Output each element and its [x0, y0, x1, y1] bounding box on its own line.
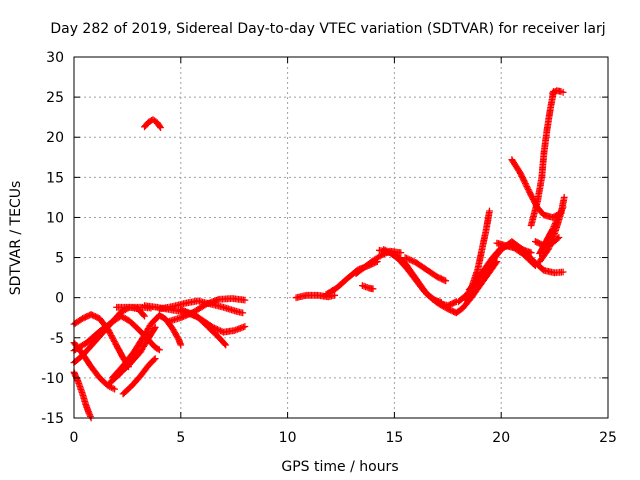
- y-tick-label: 20: [46, 130, 64, 146]
- y-tick-label: -15: [41, 411, 64, 427]
- y-axis-label: SDTVAR / TECUs: [8, 181, 24, 296]
- x-tick-label: 15: [385, 430, 403, 446]
- data-trace: [401, 254, 450, 285]
- y-tick-label: 30: [46, 50, 64, 66]
- x-tick-label: 20: [492, 430, 510, 446]
- data-trace: [527, 88, 557, 229]
- y-tick-label: 25: [46, 90, 64, 106]
- y-tick-label: -10: [41, 371, 64, 387]
- grid-lines: [74, 57, 608, 418]
- x-tick-label: 25: [599, 430, 617, 446]
- y-tick-labels: -15 -10 -5 0 5 10 15 20 25 30: [41, 50, 64, 427]
- data-trace: [427, 258, 501, 317]
- x-tick-labels: 0 5 10 15 20 25: [70, 430, 617, 446]
- data-trace: [141, 116, 164, 131]
- data-trace: [119, 355, 159, 398]
- x-axis-label: GPS time / hours: [281, 459, 398, 475]
- axis-ticks: [73, 56, 609, 419]
- y-tick-label: 10: [46, 210, 64, 226]
- x-tick-label: 5: [176, 430, 185, 446]
- x-tick-label: 0: [70, 430, 79, 446]
- data-trace: [549, 87, 567, 97]
- y-tick-label: 5: [55, 251, 64, 267]
- data-trace: [493, 239, 539, 269]
- chart-title: Day 282 of 2019, Sidereal Day-to-day VTE…: [50, 21, 605, 37]
- plot-frame: [73, 56, 609, 419]
- data-trace: [359, 282, 377, 293]
- y-tick-label: -5: [50, 331, 64, 347]
- data-trace: [177, 306, 249, 336]
- y-tick-label: 0: [55, 291, 64, 307]
- x-tick-label: 10: [279, 430, 297, 446]
- data-trace: [536, 203, 567, 257]
- data-trace: [292, 291, 338, 302]
- y-tick-label: 15: [46, 170, 64, 186]
- data-trace: [105, 323, 159, 387]
